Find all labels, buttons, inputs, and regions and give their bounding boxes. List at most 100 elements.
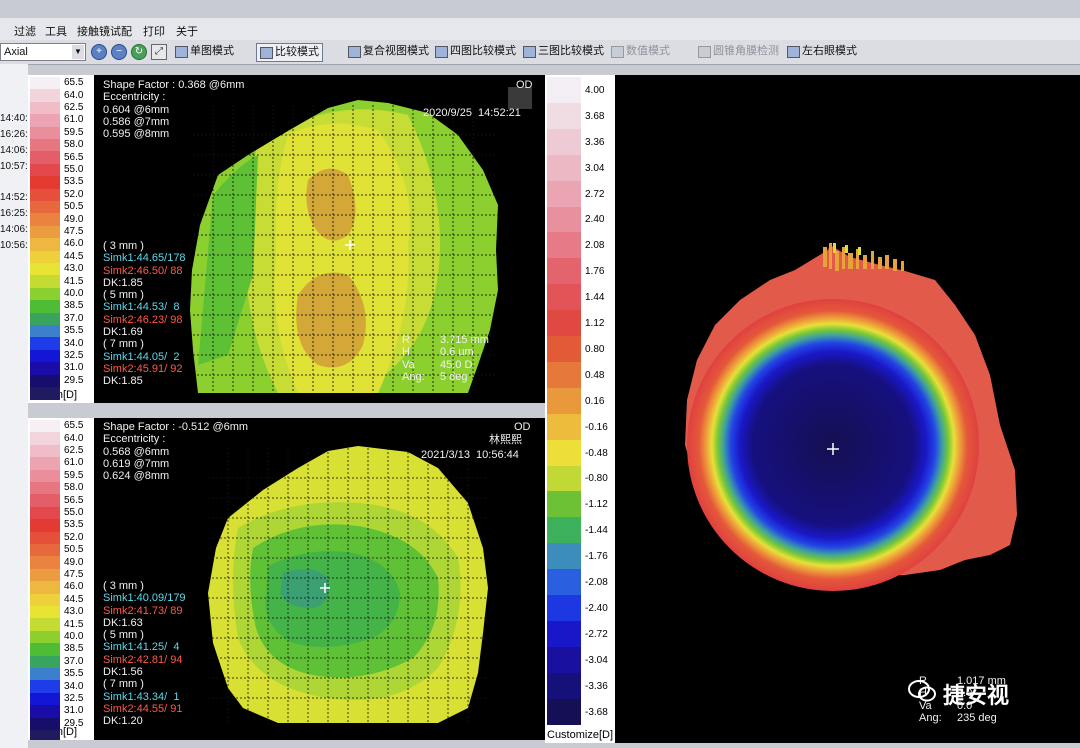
session-time[interactable]: 10:57: <box>0 161 28 172</box>
mode-left-right-button[interactable]: 左右眼模式 <box>784 43 860 60</box>
four-view-icon <box>435 46 448 58</box>
mode-four-compare-button[interactable]: 四图比较模式 <box>432 43 519 60</box>
scale-label: 2.08 <box>585 240 605 252</box>
scale-label: 37.0 <box>64 655 84 667</box>
scale-swatch <box>547 258 581 285</box>
scale-swatch <box>30 114 60 128</box>
scale-swatch <box>547 206 581 233</box>
scale-label: 4.00 <box>585 84 605 96</box>
mode-composite-button[interactable]: 复合视图模式 <box>345 43 432 60</box>
cursor-r-value: 1.017 mm <box>957 675 1006 687</box>
cursor-r-value: 3.715 mm <box>440 334 489 346</box>
session-time[interactable]: 14:06: <box>0 224 28 235</box>
scale-label: 50.5 <box>64 544 84 556</box>
scale-label: 1.44 <box>585 292 605 304</box>
scale-label: 35.5 <box>64 325 84 337</box>
scale-swatch <box>30 337 60 351</box>
keratoconus-icon <box>698 46 711 58</box>
mode-keratoconus-button[interactable]: 圆锥角膜检测 <box>695 43 782 60</box>
scale-label: 38.5 <box>64 643 84 655</box>
session-time[interactable]: 16:25: <box>0 208 28 219</box>
cursor-h-label: H <box>919 687 927 700</box>
scale-label: 29.5 <box>64 717 84 729</box>
axial-map-panel-1[interactable]: Wilson[D] 65.564.062.561.059.558.056.555… <box>28 75 545 403</box>
scale-swatch <box>30 618 60 632</box>
scale-swatch <box>30 630 60 644</box>
difference-map[interactable] <box>545 75 1080 743</box>
menu-item-contact-lens-fitting[interactable]: 接触镜试配 <box>77 26 132 38</box>
dk-3mm: DK:1.63 <box>103 616 143 629</box>
session-time[interactable]: 14:52: <box>0 192 28 203</box>
map-type-select[interactable]: Axial ▼ <box>0 43 86 61</box>
scale-swatch <box>30 544 60 557</box>
zone-7mm-label: ( 7 mm ) <box>103 678 144 691</box>
topography-map-2[interactable] <box>28 418 545 740</box>
scale-swatch <box>30 705 60 719</box>
mode-compare-button[interactable]: 比较模式 <box>256 43 323 62</box>
dk-3mm: DK:1.85 <box>103 276 143 289</box>
zoom-in-icon[interactable]: + <box>91 44 107 60</box>
zone-3mm-label: ( 3 mm ) <box>103 240 144 252</box>
scale-swatch <box>30 581 60 595</box>
zoom-out-icon[interactable]: − <box>111 44 127 60</box>
exam-datetime: 2020/9/25 14:52:21 <box>423 107 521 119</box>
menu-item-print[interactable]: 打印 <box>143 26 165 38</box>
scale-label: 32.5 <box>64 693 84 704</box>
mode-keratoconus-label: 圆锥角膜检测 <box>713 45 779 57</box>
mode-numeric-button[interactable]: 数值模式 <box>608 43 673 60</box>
scale-swatch <box>547 232 581 259</box>
simk1-3mm: Simk1:40.09/179 <box>103 592 186 605</box>
scale-swatch <box>30 387 60 400</box>
menu-item-about[interactable]: 关于 <box>176 26 198 38</box>
scale-swatch <box>30 469 60 483</box>
scale-swatch <box>30 163 60 177</box>
session-time[interactable]: 14:40: <box>0 113 28 124</box>
scale-label: 62.5 <box>64 102 84 113</box>
exam-datetime: 2021/3/13 10:56:44 <box>421 449 519 461</box>
three-view-icon <box>523 46 536 58</box>
session-time[interactable]: 10:56: <box>0 240 28 251</box>
scale-swatch <box>30 668 60 681</box>
refresh-icon[interactable]: ↻ <box>131 44 147 60</box>
scale-swatch <box>547 102 581 130</box>
scale-label: 50.5 <box>64 201 84 213</box>
scale-label: -0.80 <box>585 473 608 485</box>
scale-label: -3.04 <box>585 654 608 666</box>
topography-map-1[interactable] <box>28 75 545 403</box>
zone-7mm-label: ( 7 mm ) <box>103 338 144 351</box>
cursor-crosshair-icon <box>345 240 355 250</box>
scale-label: 65.5 <box>64 77 84 89</box>
scale-swatch <box>30 494 60 508</box>
map1-stats: Shape Factor : 0.368 @6mm Eccentricity :… <box>103 79 244 140</box>
mode-three-compare-button[interactable]: 三图比较模式 <box>520 43 607 60</box>
scale-label: 46.0 <box>64 238 84 250</box>
scale-label: 31.0 <box>64 362 84 374</box>
mode-single-button[interactable]: 单图模式 <box>172 43 237 60</box>
menu-item-tools[interactable]: 工具 <box>45 26 67 38</box>
chevron-down-icon[interactable]: ▼ <box>72 45 84 59</box>
scale-label: 2.72 <box>585 188 605 200</box>
menu-bar: 过滤 工具 接触镜试配 打印 关于 <box>0 18 1080 40</box>
session-time[interactable]: 14:06: <box>0 145 28 156</box>
zone-5mm-label: ( 5 mm ) <box>103 289 144 302</box>
scale-swatch <box>30 506 60 520</box>
menu-item-filter[interactable]: 过滤 <box>14 26 36 38</box>
scale-swatch <box>547 620 581 648</box>
scale-swatch <box>547 517 581 544</box>
fit-window-icon[interactable]: ⤢ <box>151 44 167 60</box>
scale-swatch <box>30 213 60 227</box>
session-time[interactable]: 16:26: <box>0 129 28 140</box>
axial-map-panel-2[interactable]: Wilson[D] 65.564.062.561.059.558.056.555… <box>28 418 545 740</box>
cursor-h-value: 0.6 um <box>440 346 474 359</box>
mode-four-compare-label: 四图比较模式 <box>450 45 516 57</box>
scale-label: 52.0 <box>64 531 84 543</box>
scale-swatch <box>547 439 581 467</box>
scale-label: 37.0 <box>64 312 84 324</box>
scale-swatch <box>547 646 581 674</box>
scale-label: 61.0 <box>64 114 84 126</box>
difference-map-panel[interactable]: Customize[D] 4.00 3.68 3.36 3.04 2.72 2.40 2.0… <box>545 75 1080 743</box>
scale-swatch <box>30 606 60 619</box>
simk2-3mm: Simk2:46.50/ 88 <box>103 264 183 277</box>
dk-5mm: DK:1.69 <box>103 326 143 339</box>
eye-label: OD <box>514 421 531 433</box>
